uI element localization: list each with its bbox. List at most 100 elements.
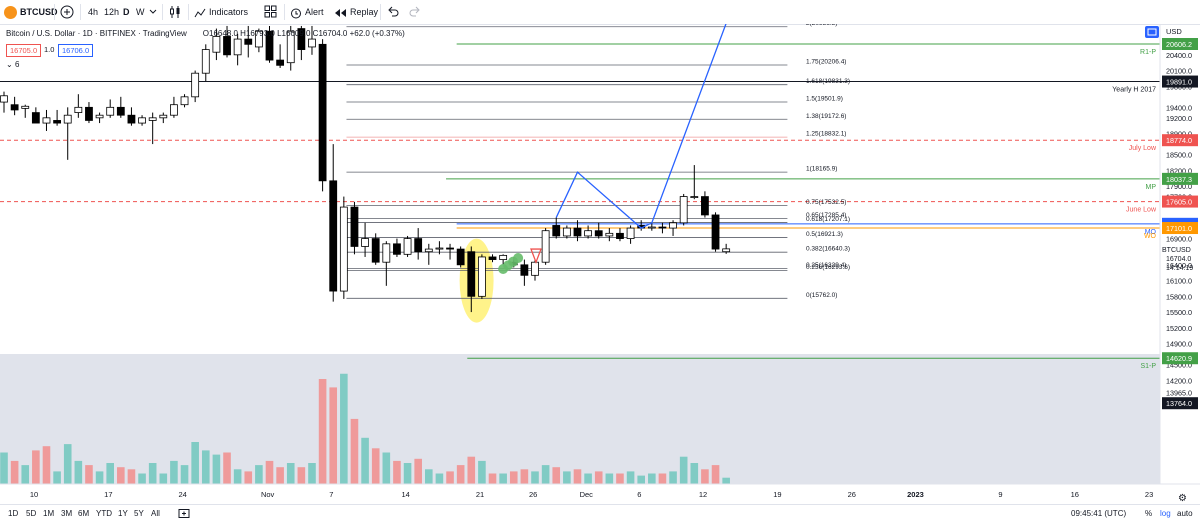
- chevron-down-icon[interactable]: [149, 9, 157, 15]
- fib-label: 0(15762.0): [806, 292, 837, 299]
- symbol-search[interactable]: BTCUSD: [4, 0, 58, 24]
- range-1m[interactable]: 1M: [43, 509, 55, 518]
- compare-add-icon[interactable]: [60, 5, 74, 19]
- volume-bar: [435, 473, 444, 484]
- sell-price-button[interactable]: 16705.0: [6, 44, 42, 57]
- volume-bar: [467, 456, 476, 484]
- undo-icon[interactable]: [387, 6, 399, 18]
- range-1y[interactable]: 1Y: [118, 509, 128, 518]
- price-tick-label: 20100.0: [1166, 67, 1192, 76]
- top-toolbar: BTCUSD 4h 12h D W Indicators Alert Repla…: [0, 0, 1200, 25]
- legend-title: Bitcoin / U.S. Dollar · 1D · BITFINEX · …: [6, 29, 187, 38]
- hidden-indicators-toggle[interactable]: ⌄ 6: [6, 60, 19, 69]
- volume-bar: [425, 469, 433, 484]
- candle-body: [148, 117, 157, 121]
- range-5y[interactable]: 5Y: [134, 509, 144, 518]
- toolbar-divider: [188, 4, 189, 20]
- volume-bar: [403, 463, 412, 484]
- clock-time[interactable]: 09:45:41 (UTC): [1071, 509, 1127, 518]
- candle-body: [424, 248, 433, 253]
- interval-d[interactable]: D: [123, 7, 130, 17]
- candle-body: [393, 243, 401, 255]
- volume-bar: [265, 460, 274, 484]
- candle-body: [658, 226, 667, 229]
- layout-grid-icon[interactable]: [264, 5, 277, 18]
- price-tick-label: 15500.0: [1166, 308, 1192, 317]
- price-tag-label: 14620.9: [1166, 354, 1192, 363]
- price-tag-label: 18037.3: [1166, 175, 1192, 184]
- price-axis[interactable]: USD20400.020100.019800.019400.019200.018…: [1162, 27, 1198, 410]
- price-tag-label: 19891.0: [1166, 78, 1192, 87]
- fib-label: 1.38(19172.6): [806, 113, 846, 120]
- volume-bar: [637, 475, 645, 484]
- volume-bar: [616, 473, 624, 484]
- fibonacci-extension: 2(20936.3) 1.75(20206.4) 1.618(19831.3) 1.5…: [346, 24, 850, 299]
- screenshot-icon[interactable]: [1145, 26, 1159, 38]
- auto-toggle[interactable]: auto: [1177, 509, 1193, 518]
- date-tick-label: 6: [637, 490, 641, 499]
- fib-label: 1(18165.9): [806, 166, 837, 173]
- candle-body: [191, 72, 200, 98]
- volume-bar: [127, 469, 136, 484]
- candle-body: [626, 227, 635, 239]
- candle-body: [95, 114, 104, 119]
- volume-bar: [117, 467, 125, 484]
- candle-body: [329, 180, 338, 292]
- candle-body: [414, 238, 423, 253]
- candle-body: [647, 226, 656, 229]
- interval-4h[interactable]: 4h: [88, 7, 99, 17]
- volume-bar: [170, 460, 178, 484]
- price-tick-label: 18200.0: [1166, 166, 1192, 175]
- volume-bar: [371, 448, 380, 484]
- indicators-button[interactable]: Indicators: [194, 0, 248, 24]
- goto-date-icon[interactable]: [178, 508, 190, 519]
- replay-button[interactable]: Replay: [334, 0, 378, 24]
- candle-body: [584, 230, 592, 237]
- fib-label: 0.618(17207.1): [806, 216, 850, 223]
- price-tick-label: 14200.0: [1166, 376, 1192, 385]
- candle-body: [159, 114, 168, 119]
- range-6m[interactable]: 6M: [78, 509, 90, 518]
- candle-body: [21, 105, 30, 109]
- range-ytd[interactable]: YTD: [96, 509, 112, 518]
- indicators-icon: [194, 8, 206, 17]
- interval-w[interactable]: W: [136, 7, 145, 17]
- level-label: July Low: [1129, 145, 1157, 152]
- volume-bar: [509, 471, 518, 484]
- toolbar-divider: [162, 4, 163, 20]
- volume-bar: [340, 373, 348, 484]
- alert-button[interactable]: Alert: [290, 0, 324, 24]
- buy-price-button[interactable]: 16706.0: [58, 44, 94, 57]
- range-1d[interactable]: 1D: [8, 509, 19, 518]
- volume-bar: [180, 465, 189, 484]
- time-axis[interactable]: 10 17 24 Nov 7 14 21 26 Dec 6 12 19 26 2023 9 16 23 ⚙: [30, 490, 1187, 504]
- candle-body: [605, 232, 614, 237]
- range-5d[interactable]: 5D: [26, 509, 37, 518]
- fib-label: 2(20936.3): [806, 24, 837, 27]
- volume-bar: [563, 471, 571, 484]
- fib-label: 0.25(16329.4): [806, 262, 846, 269]
- candle-body: [722, 248, 731, 253]
- volume-bar: [106, 463, 114, 484]
- price-tag: [1162, 195, 1198, 208]
- date-tick-label: 26: [529, 490, 537, 499]
- price-tag-label: 17101.0: [1166, 224, 1192, 233]
- log-toggle[interactable]: log: [1160, 509, 1171, 518]
- percent-toggle[interactable]: %: [1145, 509, 1153, 518]
- price-tick-label: 16900.0: [1166, 235, 1192, 244]
- range-3m[interactable]: 3M: [61, 509, 73, 518]
- volume-bar: [212, 454, 221, 484]
- price-tick-label: 15200.0: [1166, 324, 1192, 333]
- fib-label: 1.75(20206.4): [806, 58, 846, 65]
- range-all[interactable]: All: [151, 509, 160, 518]
- candle-body: [116, 106, 125, 116]
- fib-label: 0.382(16640.3): [806, 246, 850, 253]
- level-label: R1-P: [1140, 49, 1156, 56]
- candles-style-icon[interactable]: [168, 5, 182, 19]
- volume-bar: [329, 387, 338, 484]
- price-tick-label: 16100.0: [1166, 277, 1192, 286]
- volume-bar: [531, 471, 539, 484]
- redo-icon[interactable]: [409, 6, 421, 18]
- interval-12h[interactable]: 12h: [104, 7, 120, 17]
